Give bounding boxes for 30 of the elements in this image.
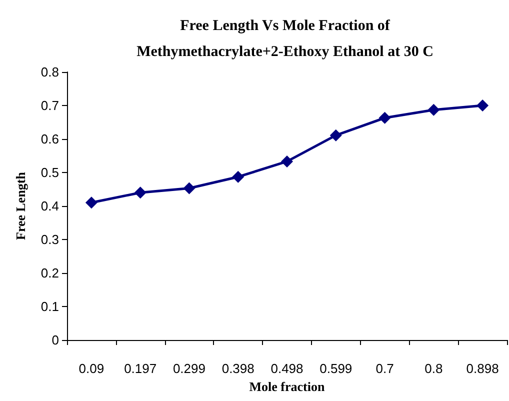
point: [134, 186, 146, 199]
x-tick-label: 0.599: [320, 361, 352, 376]
y-tick-label: 0.6: [40, 132, 59, 146]
point: [85, 196, 98, 209]
point: [281, 155, 293, 168]
x-tick-label: 0.09: [78, 361, 104, 376]
point: [428, 104, 440, 116]
y-axis-title: Free Length: [13, 171, 28, 240]
y-tick-label: 0.8: [40, 64, 59, 80]
point: [476, 100, 489, 112]
y-tick-label: 0.3: [40, 232, 59, 247]
y-tick-label: 0: [52, 332, 59, 348]
x-tick-label: 0.8: [424, 361, 443, 376]
y-tick-label: 0.7: [40, 98, 59, 113]
x-axis-title: Mole fraction: [249, 378, 326, 394]
x-tick-label: 0.299: [172, 361, 206, 376]
y-tick-label: 0.4: [40, 198, 59, 214]
x-tick-label: 0.898: [466, 361, 499, 376]
x-tick-label: 0.398: [222, 361, 254, 376]
point: [232, 170, 244, 183]
point: [378, 112, 391, 124]
y-tick-label: 0.5: [40, 165, 59, 180]
y-tick-label: 0.2: [40, 266, 59, 280]
x-tick-label: 0.197: [124, 361, 157, 376]
point: [183, 182, 196, 194]
x-tick-label: 0.498: [270, 361, 304, 376]
x-tick-label: 0.7: [376, 361, 394, 376]
point: [330, 129, 342, 142]
y-tick-label: 0.1: [40, 299, 59, 314]
chart-title: Free Length Vs Mole Fraction of Methymethacrylate+2-Ethoxy Ethanol at 30 C: [136, 18, 434, 60]
